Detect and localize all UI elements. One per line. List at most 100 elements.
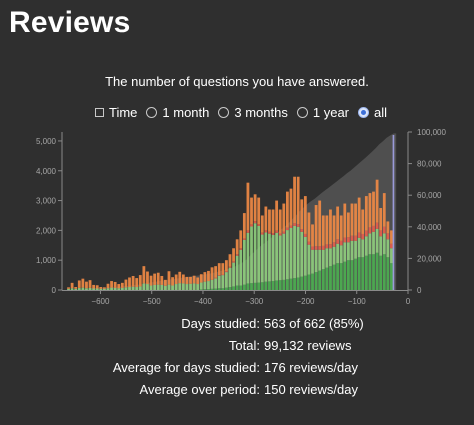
y2-tick-label: 60,000	[417, 191, 442, 200]
bar-learn	[174, 274, 178, 285]
bar-learn	[67, 287, 70, 289]
bar-young	[174, 284, 178, 290]
bar-learn	[246, 182, 250, 231]
bar-learn	[368, 193, 372, 228]
bar-mature	[318, 270, 322, 290]
bar-young	[293, 225, 296, 279]
bar-learn	[95, 285, 99, 289]
x-tick-label: −600	[91, 297, 110, 306]
bar-young	[329, 248, 332, 267]
bar-young	[106, 288, 110, 290]
radio-1-month[interactable]	[146, 106, 158, 118]
bar-today	[392, 134, 395, 290]
bar-young	[185, 284, 189, 290]
bar-mature	[282, 279, 286, 290]
bar-young	[131, 286, 135, 290]
bar-mature	[329, 266, 332, 290]
bar-mature	[347, 260, 350, 290]
time-checkbox[interactable]	[95, 107, 104, 117]
bar-learn	[110, 281, 113, 288]
bar-relearn	[307, 241, 311, 245]
y-tick-label: 3,000	[36, 197, 57, 206]
bar-learn	[239, 230, 243, 249]
bar-learn	[185, 276, 189, 285]
bar-young	[343, 242, 347, 262]
x-tick-label: −300	[245, 297, 264, 306]
stat-label: Average over period:	[139, 382, 260, 397]
range-option-1-month[interactable]: 1 month	[146, 105, 209, 120]
bar-mature	[350, 260, 354, 290]
stat-label: Days studied:	[181, 316, 260, 331]
time-checkbox-option[interactable]: Time	[95, 105, 137, 120]
range-option-1-year[interactable]: 1 year	[296, 104, 350, 120]
bar-learn	[257, 197, 261, 225]
bar-learn	[217, 263, 221, 276]
bar-learn	[128, 277, 131, 288]
bar-mature	[300, 276, 304, 290]
bar-mature	[275, 280, 279, 290]
bar-young	[99, 288, 103, 290]
radio-all[interactable]	[358, 106, 370, 118]
bar-learn	[74, 287, 78, 289]
bar-learn	[124, 279, 128, 288]
bar-mature	[225, 287, 228, 290]
range-option-3-months[interactable]: 3 months	[218, 105, 288, 120]
bar-relearn	[361, 233, 365, 240]
bar-young	[347, 242, 350, 261]
bar-mature	[375, 252, 379, 290]
bar-relearn	[311, 246, 314, 250]
page-title: Reviews	[9, 6, 131, 39]
bar-relearn	[390, 243, 393, 249]
bar-learn	[225, 260, 228, 272]
bar-learn	[347, 212, 350, 238]
bar-mature	[361, 257, 365, 290]
bar-learn	[386, 221, 390, 234]
bar-learn	[379, 208, 383, 231]
bar-learn	[149, 275, 153, 286]
bar-relearn	[282, 231, 286, 234]
bar-mature	[257, 282, 261, 290]
bar-young	[246, 232, 250, 284]
range-option-all[interactable]: all	[358, 105, 387, 120]
bar-learn	[300, 199, 304, 230]
bar-mature	[390, 263, 393, 290]
bar-young	[214, 278, 218, 289]
bar-young	[311, 249, 314, 274]
bar-learn	[192, 275, 196, 284]
bar-young	[275, 232, 279, 281]
y-tick-label: 1,000	[36, 256, 57, 265]
bar-young	[364, 236, 368, 256]
bar-learn	[156, 272, 160, 285]
bar-learn	[354, 203, 357, 236]
bar-young	[199, 282, 203, 290]
bar-young	[268, 233, 271, 282]
range-option-label: 1 year	[312, 104, 350, 120]
bar-learn	[314, 205, 318, 247]
y2-tick-label: 80,000	[417, 160, 442, 169]
bar-young	[153, 284, 157, 290]
stat-value: 176 reviews/day	[264, 360, 358, 375]
bar-relearn	[242, 238, 246, 240]
chart-subtitle: The number of questions you have answere…	[105, 74, 369, 89]
bar-young	[303, 236, 307, 276]
bar-relearn	[314, 246, 318, 250]
bar-learn	[275, 200, 279, 231]
bar-learn	[289, 188, 293, 226]
bar-learn	[260, 215, 264, 233]
reviews-chart[interactable]: 0 1,000 2,000 3,000 4,000 5,000 0 20,000 40,000 6…	[0, 128, 474, 313]
bar-young	[253, 223, 257, 283]
bar-young	[207, 281, 210, 290]
bar-young	[124, 287, 128, 290]
bar-learn	[210, 267, 214, 280]
bar-relearn	[232, 261, 235, 263]
radio-3-months[interactable]	[218, 106, 230, 118]
bar-young	[357, 237, 361, 258]
bar-mature	[386, 257, 390, 290]
radio-1-year[interactable]	[296, 106, 308, 118]
bar-young	[221, 275, 225, 289]
bar-learn	[70, 282, 74, 289]
bar-learn	[146, 271, 149, 285]
bar-young	[110, 287, 113, 290]
bar-relearn	[235, 254, 239, 256]
bar-learn	[357, 197, 361, 233]
